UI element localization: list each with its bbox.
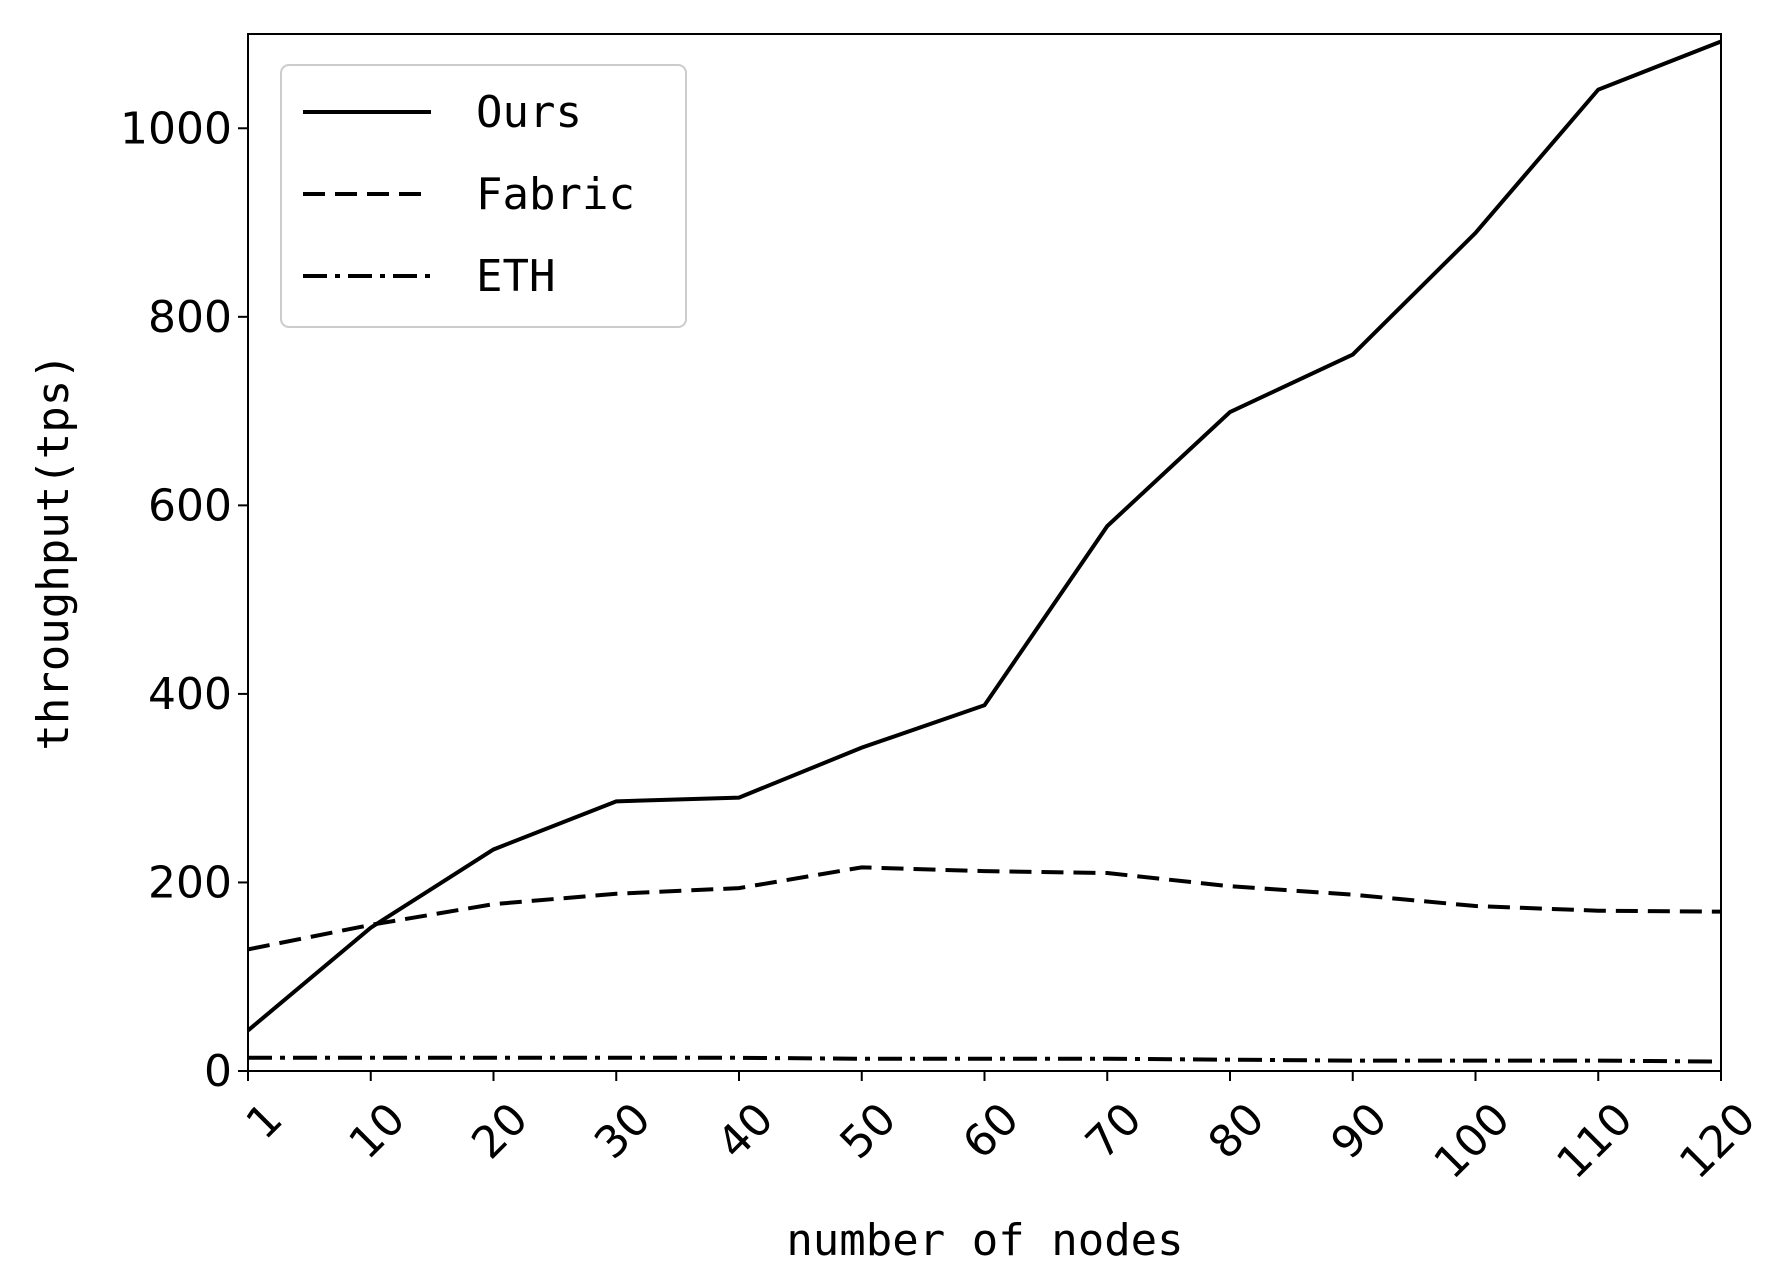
legend-label: Ours [476,87,582,138]
y-axis-label: throughput(tps) [28,353,79,750]
plot-frame [247,33,1722,1072]
legend-label: Fabric [476,169,635,220]
x-tick-label: 30 [585,1093,661,1169]
y-tick-label: 600 [148,480,232,531]
y-tick-label: 400 [148,669,232,720]
y-tick-label: 800 [148,292,232,343]
x-tick-label: 1 [237,1093,293,1149]
series-line [247,865,1722,952]
x-tick-label: 40 [708,1093,784,1169]
x-tick-label: 110 [1547,1093,1642,1188]
legend-label: ETH [476,251,555,302]
legend-box [280,64,687,328]
x-tick-label: 70 [1076,1093,1152,1169]
x-tick-label: 50 [830,1093,906,1169]
y-tick-label: 200 [148,857,232,908]
x-tick-label: 120 [1670,1093,1765,1188]
x-axis-label: number of nodes [786,1215,1183,1266]
y-tick-label: 1000 [120,103,232,154]
x-tick-label: 10 [339,1093,415,1169]
x-tick-label: 80 [1199,1093,1275,1169]
x-tick-label: 90 [1321,1093,1397,1169]
x-tick-label: 100 [1424,1093,1519,1188]
x-tick-label: 20 [462,1093,538,1169]
x-tick-label: 60 [953,1093,1029,1169]
series-line [246,39,1722,1032]
series-line [248,1055,1722,1064]
y-tick-label: 0 [204,1046,232,1097]
